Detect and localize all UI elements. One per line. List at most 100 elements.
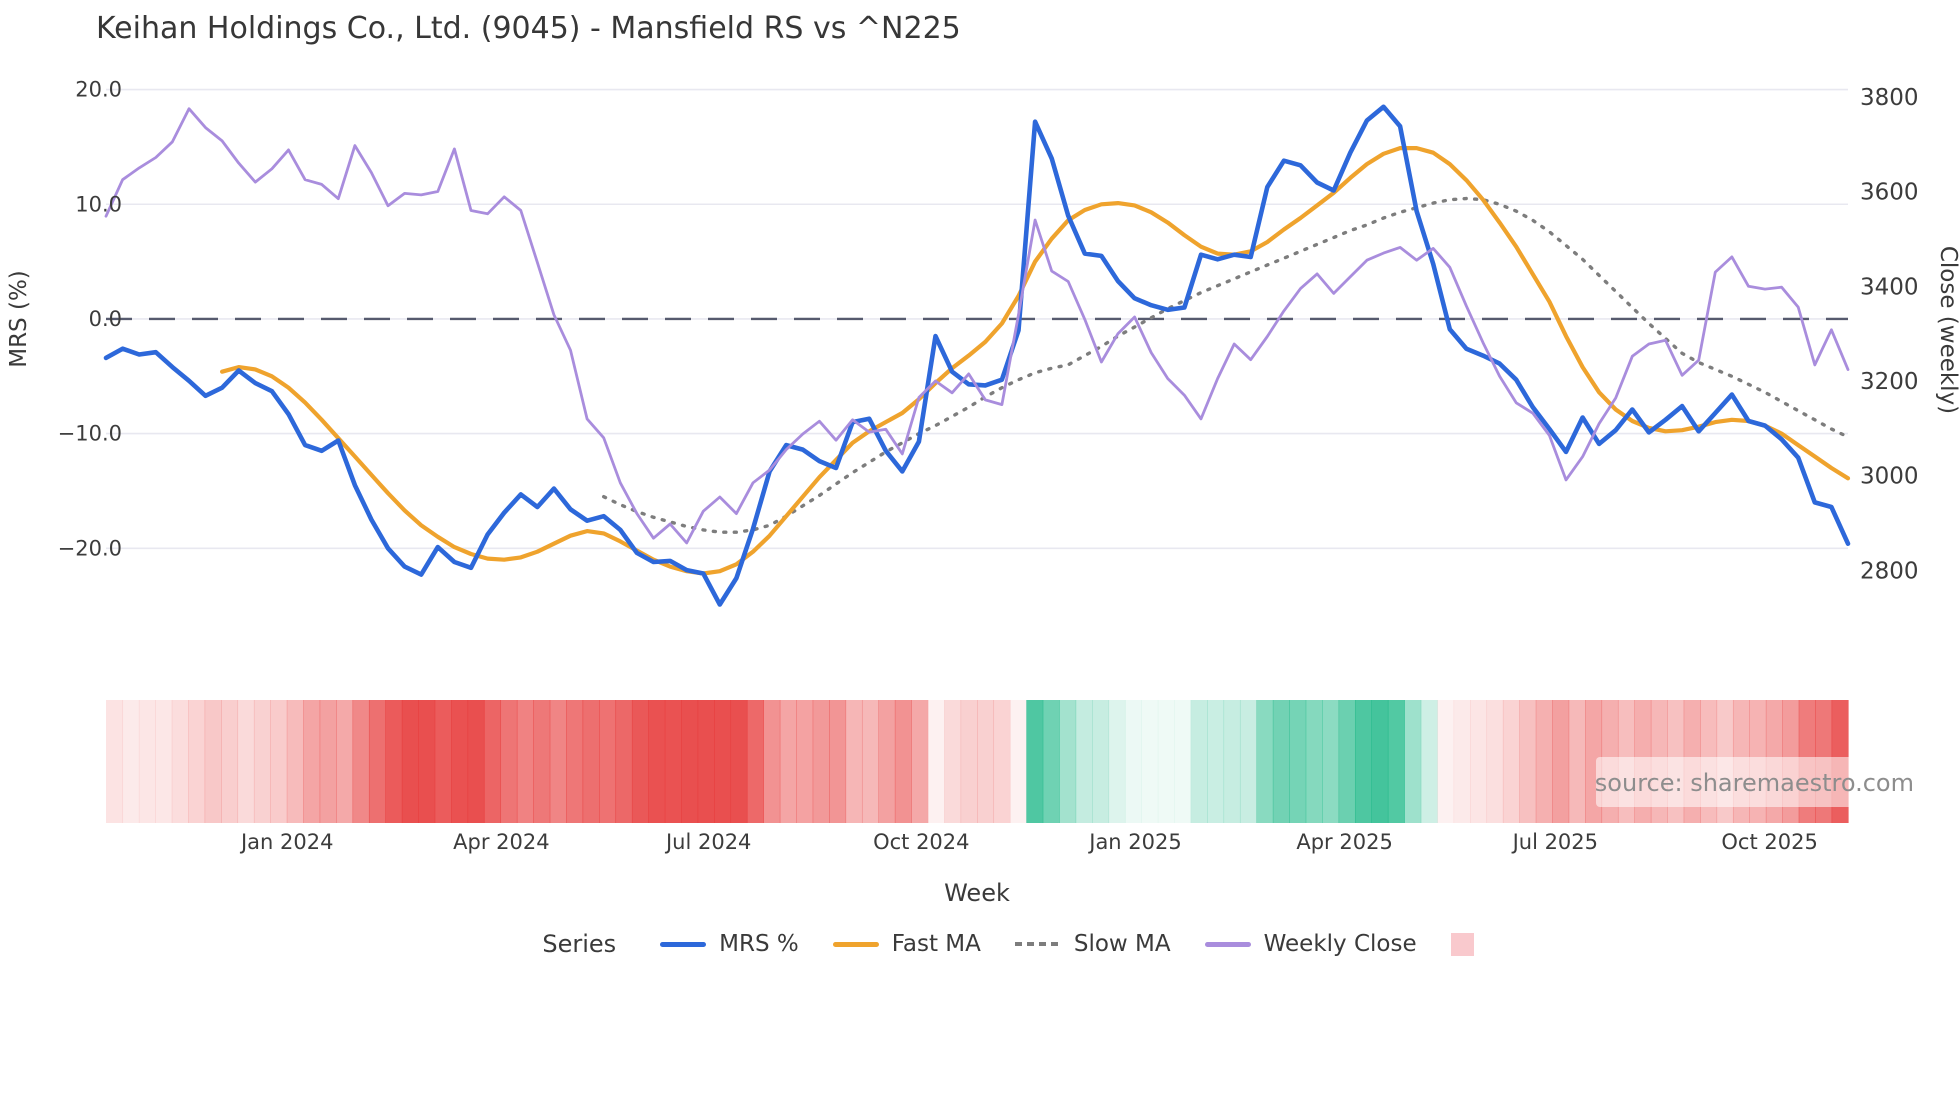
- heat-cell: [122, 700, 140, 823]
- heat-cell: [1042, 700, 1060, 823]
- heat-cell: [944, 700, 962, 823]
- legend-item-weekly-close: Weekly Close: [1204, 931, 1417, 957]
- source-text: source: sharemaestro.com: [1595, 769, 1914, 797]
- source-badge: source: sharemaestro.com: [1595, 757, 1932, 807]
- slow-ma-line: [602, 196, 1850, 534]
- right-tick-label: 3400: [1860, 274, 1919, 300]
- heat-cell: [401, 700, 419, 823]
- legend-label: Fast MA: [891, 931, 981, 957]
- x-tick-label: Jul 2024: [664, 830, 751, 854]
- heat-cell: [1141, 700, 1159, 823]
- left-tick-label: −10.0: [58, 422, 122, 446]
- legend-label: Weekly Close: [1263, 931, 1417, 957]
- heat-cell: [1420, 700, 1438, 823]
- heat-cell: [1305, 700, 1323, 823]
- x-tick-label: Jul 2025: [1511, 830, 1598, 854]
- fast-ma-line: [220, 146, 1851, 576]
- right-tick-label: 3600: [1860, 180, 1919, 206]
- heat-cell: [204, 700, 222, 823]
- heat-cell: [845, 700, 863, 823]
- heat-cell: [1009, 700, 1027, 823]
- legend: Series MRS % Fast MA Slow MA Weekly Close: [0, 924, 1960, 964]
- left-tick-label: 20.0: [75, 78, 122, 102]
- heat-cell: [878, 700, 896, 823]
- momentum-heat-strip: [106, 700, 1849, 823]
- heat-cell: [1026, 700, 1044, 823]
- line-swatch-icon: [832, 941, 879, 947]
- heat-cell: [1207, 700, 1225, 823]
- heat-cell: [977, 700, 995, 823]
- x-tick-label: Apr 2024: [453, 830, 549, 854]
- heat-cell: [467, 700, 485, 823]
- heat-cell: [1470, 700, 1488, 823]
- x-axis-title: Week: [944, 879, 1010, 907]
- heat-cell: [1239, 700, 1257, 823]
- heat-cell: [352, 700, 370, 823]
- heat-cell: [861, 700, 879, 823]
- legend-label: Slow MA: [1073, 931, 1171, 957]
- heat-cell: [1519, 700, 1537, 823]
- heat-cell: [1568, 700, 1586, 823]
- heat-cell: [188, 700, 206, 823]
- heat-cell: [434, 700, 452, 823]
- x-tick-label: Jan 2024: [239, 830, 334, 854]
- heat-cell: [1223, 700, 1241, 823]
- heat-cell: [730, 700, 748, 823]
- heat-cell: [631, 700, 649, 823]
- heat-cell: [599, 700, 617, 823]
- x-tick-label: Jan 2025: [1087, 830, 1182, 854]
- heat-cell: [451, 700, 469, 823]
- heat-cell: [582, 700, 600, 823]
- mrs--line: [103, 104, 1851, 607]
- heat-cell: [566, 700, 584, 823]
- axis-tick-labels: 20.0 10.0 0.0 −10.0 −20.0 3800 3600 3400 3200 300…: [58, 78, 1919, 854]
- legend-item-heat-swatch: [1450, 932, 1474, 956]
- legend-heading: Series: [542, 930, 617, 958]
- heat-cell: [221, 700, 239, 823]
- heat-cell: [1174, 700, 1192, 823]
- heat-cell: [829, 700, 847, 823]
- x-tick-label: Oct 2024: [873, 830, 969, 854]
- heat-cell: [286, 700, 304, 823]
- heat-cell: [927, 700, 945, 823]
- heat-cell: [270, 700, 288, 823]
- series-lines: [103, 104, 1851, 607]
- right-tick-label: 3200: [1860, 369, 1919, 395]
- right-tick-label: 3000: [1860, 464, 1919, 490]
- heat-cell: [1256, 700, 1274, 823]
- heat-cell: [911, 700, 929, 823]
- heat-square-swatch-icon: [1450, 932, 1474, 956]
- heat-cell: [1092, 700, 1110, 823]
- heat-cell: [960, 700, 978, 823]
- heat-cell: [253, 700, 271, 823]
- legend-item-fast-ma: Fast MA: [832, 931, 981, 957]
- heat-cell: [171, 700, 189, 823]
- heat-cell: [1486, 700, 1504, 823]
- heat-cell: [796, 700, 814, 823]
- heat-cell: [106, 700, 124, 823]
- heat-cell: [763, 700, 781, 823]
- legend-label: MRS %: [719, 931, 799, 957]
- source-badge-bg: [1596, 757, 1932, 807]
- legend-item-mrs-: MRS %: [660, 931, 799, 957]
- heat-cell: [385, 700, 403, 823]
- x-tick-label: Oct 2025: [1721, 830, 1817, 854]
- heat-cell: [681, 700, 699, 823]
- left-tick-label: −20.0: [58, 536, 122, 560]
- heat-cell: [138, 700, 156, 823]
- heat-cell: [336, 700, 354, 823]
- heat-cell: [1289, 700, 1307, 823]
- heat-cell: [1354, 700, 1373, 823]
- left-tick-label: 10.0: [75, 192, 122, 216]
- legend-item-slow-ma: Slow MA: [1014, 931, 1171, 957]
- left-axis-title: MRS (%): [6, 270, 32, 368]
- heat-cell: [1404, 700, 1422, 823]
- heat-cell: [549, 700, 567, 823]
- heat-cell: [1108, 700, 1126, 823]
- heat-cell: [1322, 700, 1340, 823]
- heat-cell: [615, 700, 633, 823]
- heat-cell: [319, 700, 337, 823]
- right-axis-title: Close (weekly): [1935, 246, 1960, 414]
